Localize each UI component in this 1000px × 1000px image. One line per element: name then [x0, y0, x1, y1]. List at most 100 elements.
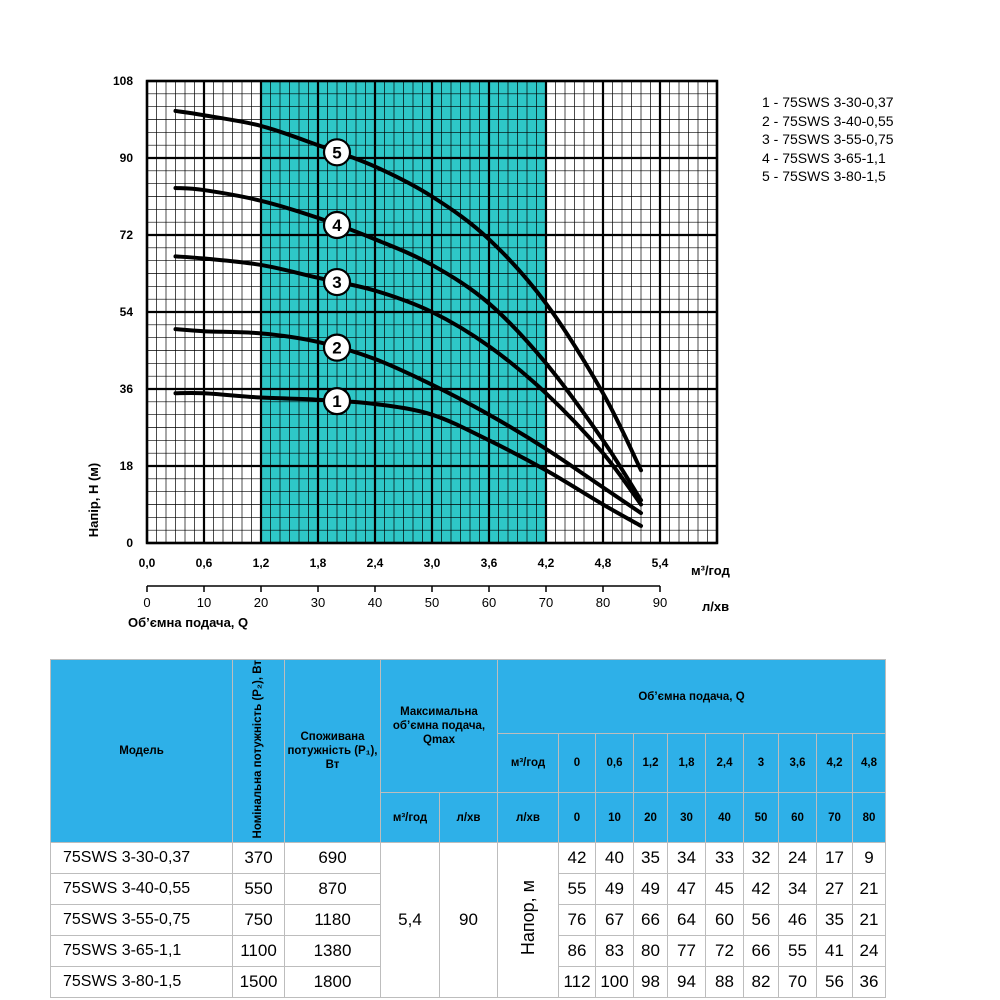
- flow-m3-cell: 4,8: [852, 733, 886, 793]
- head-value-cell: 47: [667, 873, 706, 906]
- x-axis-unit-secondary: л/хв: [702, 599, 729, 614]
- series-curve-4: [173, 185, 643, 503]
- x-axis-caption: Об’ємна подача, Q: [128, 615, 248, 630]
- head-value-cell: 9: [852, 842, 886, 875]
- x-tick-label: 0,0: [139, 556, 156, 570]
- series-marker-3: [322, 267, 352, 297]
- flow-lmin-cell: 10: [595, 791, 634, 844]
- x-tick-label: 2,4: [367, 556, 384, 570]
- flow-m3-cell: 3: [743, 733, 779, 793]
- head-value-cell: 77: [667, 935, 706, 968]
- y-tick-label: 36: [120, 382, 134, 396]
- p1-cell: 870: [284, 873, 381, 906]
- qmax-m3-cell: 5,4: [380, 842, 440, 999]
- y-tick-label: 54: [120, 305, 134, 319]
- p2-cell: 370: [232, 842, 285, 875]
- x-axis-unit-primary: м³/год: [691, 563, 731, 578]
- head-value-cell: 83: [595, 935, 634, 968]
- flow-lmin-row: м³/год л/хв л/хв 0 10 20 30 40 50 60 70 80: [51, 791, 886, 844]
- legend-entry-2: 2 - 75SWS 3-40-0,55: [762, 112, 894, 129]
- head-value-cell: 17: [816, 842, 853, 875]
- x2-tick-label: 70: [539, 595, 553, 610]
- legend-entry-1: 1 - 75SWS 3-30-0,37: [762, 94, 894, 110]
- y-tick-label: 90: [120, 151, 134, 165]
- table-row: 75SWS 3-80-1,5 1500 1800 112 100 98 94 88 82 70 56…: [50, 966, 886, 999]
- head-value-cell: 67: [595, 904, 634, 937]
- flow-lmin-cell: 30: [667, 791, 706, 844]
- series-marker-5: [322, 138, 352, 167]
- y-tick-label: 108: [113, 74, 133, 88]
- x2-tick-label: 50: [425, 595, 439, 610]
- series-marker-2: [322, 333, 352, 362]
- head-value-cell: 34: [667, 842, 706, 875]
- head-value-cell: 66: [633, 904, 668, 937]
- model-header: Модель: [50, 658, 233, 844]
- head-value-cell: 27: [816, 873, 853, 906]
- legend-entry-4: 4 - 75SWS 3-65-1,1: [762, 149, 886, 166]
- head-value-cell: 70: [778, 966, 817, 999]
- y-tick-label: 72: [120, 228, 134, 242]
- flow-lmin-cell: 0: [558, 791, 596, 844]
- x-tick-label: 3,0: [424, 556, 441, 570]
- head-value-cell: 56: [743, 904, 779, 937]
- series-curve-2: [173, 327, 643, 516]
- series-curve-3: [173, 254, 643, 507]
- flow-header: Об’ємна подача, Q: [497, 658, 886, 735]
- flow-m3-cell: 3,6: [778, 733, 817, 793]
- head-value-cell: 33: [705, 842, 744, 875]
- p1-cell: 1180: [284, 904, 381, 937]
- head-value-cell: 40: [595, 842, 634, 875]
- head-value-cell: 100: [595, 966, 634, 999]
- p2-cell: 550: [232, 873, 285, 906]
- flow-m3-cell: 1,8: [667, 733, 706, 793]
- flow-m3-cell: 0,6: [595, 733, 634, 793]
- head-value-cell: 24: [852, 935, 886, 968]
- p1-cell: 1380: [284, 935, 381, 968]
- x2-tick-label: 80: [596, 595, 610, 610]
- flow-lmin-cell: 50: [743, 791, 779, 844]
- p2-cell: 1500: [232, 966, 285, 999]
- flow-m3-cell: 0: [558, 733, 596, 793]
- series-marker-label: 4: [332, 216, 342, 235]
- x-tick-label: 5,4: [652, 556, 669, 570]
- y-tick-label: 18: [120, 459, 134, 473]
- series-marker-1: [322, 387, 352, 416]
- head-value-cell: 56: [816, 966, 853, 999]
- consumed-header: Споживана потужність (P₁), Вт: [284, 658, 381, 844]
- head-value-cell: 66: [743, 935, 779, 968]
- x-tick-label: 3,6: [481, 556, 498, 570]
- series-marker-label: 5: [332, 143, 341, 162]
- flow-m3-cell: 4,2: [816, 733, 853, 793]
- head-value-cell: 60: [705, 904, 744, 937]
- flow-lmin-cell: 20: [633, 791, 668, 844]
- series-marker-4: [322, 210, 352, 240]
- head-value-cell: 49: [633, 873, 668, 906]
- head-value-cell: 42: [558, 842, 596, 875]
- head-value-cell: 24: [778, 842, 817, 875]
- plot-frame: [145, 79, 719, 545]
- x2-tick-label: 30: [311, 595, 325, 610]
- flow-unit-m3: м³/год: [497, 733, 559, 793]
- head-value-cell: 86: [558, 935, 596, 968]
- head-label-cell: Напор, м: [497, 842, 559, 999]
- head-value-cell: 45: [705, 873, 744, 906]
- head-value-cell: 55: [558, 873, 596, 906]
- head-value-cell: 34: [778, 873, 817, 906]
- qmax-lmin-cell: 90: [439, 842, 498, 999]
- p1-cell: 1800: [284, 966, 381, 999]
- head-value-cell: 49: [595, 873, 634, 906]
- series-marker-label: 1: [332, 392, 341, 411]
- p2-cell: 1100: [232, 935, 285, 968]
- power-header: Номінальна потужність (P₂), Вт: [232, 658, 285, 844]
- x2-tick-label: 10: [197, 595, 211, 610]
- table-row: 75SWS 3-55-0,75 750 1180 76 67 66 64 60 56 46 35 21: [50, 904, 886, 937]
- flow-lmin-cell: 70: [816, 791, 853, 844]
- head-value-cell: 35: [633, 842, 668, 875]
- flow-lmin-cell: 40: [705, 791, 744, 844]
- table-row: 75SWS 3-40-0,55 550 870 55 49 49 47 45 42 34 27 21: [50, 873, 886, 906]
- head-value-cell: 55: [778, 935, 817, 968]
- head-value-cell: 112: [558, 966, 596, 999]
- head-value-cell: 42: [743, 873, 779, 906]
- series-marker-label: 2: [332, 339, 341, 358]
